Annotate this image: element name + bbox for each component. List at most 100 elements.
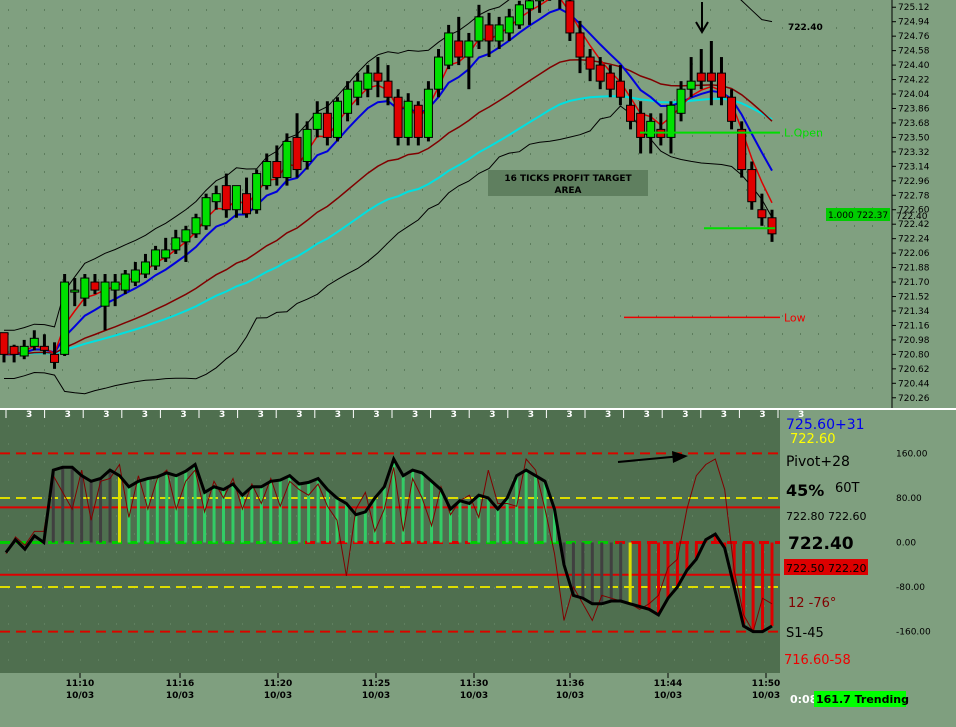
price-tick-label: 724.04: [898, 90, 930, 100]
candle-body: [757, 209, 767, 219]
candle-body: [171, 237, 181, 251]
price-tick-label: 722.60: [898, 206, 930, 216]
candle-body: [332, 100, 342, 138]
bar-count-label: 3: [296, 410, 302, 420]
histogram-bar: [458, 500, 462, 543]
candle-body: [423, 88, 433, 138]
histogram-bar: [732, 542, 736, 588]
indicator-tick-label: 160.00: [896, 449, 928, 459]
bar-count-label: 3: [451, 410, 457, 420]
candle-body: [504, 16, 514, 34]
histogram-bar: [609, 542, 613, 601]
candle-body: [130, 269, 140, 283]
candle-body: [90, 281, 100, 291]
dark-ma-line: [4, 59, 773, 356]
histogram-bar: [373, 497, 377, 543]
histogram-bar: [675, 542, 679, 588]
bar-count-label: 3: [682, 410, 688, 420]
candle-body: [363, 72, 373, 90]
histogram-bar: [685, 542, 689, 571]
candle-body: [666, 104, 676, 138]
profit-target-box: [488, 170, 648, 196]
histogram-bar: [524, 470, 528, 543]
right-arrow-icon: [672, 451, 688, 463]
candle-body: [80, 277, 90, 299]
bar-count-label: 3: [26, 410, 32, 420]
histogram-bar: [666, 542, 670, 599]
indicator-lines: [4, 455, 773, 634]
histogram-bar: [742, 542, 746, 627]
price-tick-label: 720.26: [898, 394, 930, 404]
red-price-badge: [784, 559, 868, 575]
date-tick-label: 10/03: [264, 691, 292, 701]
histogram-bar: [647, 542, 651, 610]
histogram-bar: [117, 475, 121, 543]
bar-count-label: 3: [65, 410, 71, 420]
histogram-bar: [571, 542, 575, 596]
histogram-bar: [307, 482, 311, 543]
histogram-bar: [155, 476, 159, 543]
candle-body: [231, 185, 241, 211]
histogram-bar: [638, 542, 642, 607]
candle-body: [403, 100, 413, 138]
time-tick-label: 11:10: [66, 679, 95, 689]
histogram-bar: [269, 481, 273, 543]
s1-label: S1-45: [786, 626, 824, 641]
histogram-bar: [552, 509, 556, 543]
trend-badge: [814, 691, 906, 707]
date-tick-label: 10/03: [66, 691, 94, 701]
candle-body: [393, 96, 403, 138]
last-price-label: 722.40: [788, 23, 823, 33]
price-tick-label: 722.06: [898, 249, 930, 259]
price-tick-label: 721.34: [898, 307, 930, 317]
histogram-bar: [316, 478, 320, 543]
histogram-bar: [590, 542, 594, 604]
histogram-bar: [165, 472, 169, 543]
histogram-bar: [70, 467, 74, 543]
histogram-bar: [288, 475, 292, 543]
date-tick-label: 10/03: [166, 691, 194, 701]
candle-body: [9, 345, 19, 355]
red-price-badge-text: 722.50 722.20: [786, 562, 866, 575]
candle-body: [646, 120, 656, 138]
histogram-bar: [363, 511, 367, 543]
candle-body: [353, 80, 363, 98]
candle-body: [373, 72, 383, 82]
candle-body: [737, 128, 747, 171]
histogram-bar: [628, 542, 632, 604]
candle-body: [444, 32, 454, 66]
date-tick-label: 10/03: [556, 691, 584, 701]
candle-body: [282, 140, 292, 179]
down-arrow-icon: [695, 21, 709, 34]
histogram-bar: [278, 480, 282, 543]
candle-body: [292, 136, 302, 171]
histogram-bar: [212, 486, 216, 543]
angle-label: 12 -76°: [788, 596, 836, 611]
position-badge: [826, 208, 890, 221]
histogram-bar: [486, 497, 490, 543]
histogram-bar: [392, 458, 396, 543]
indicator-tick-label: -80.00: [896, 583, 925, 593]
trend-badge-text: 161.7 Trending: [816, 693, 909, 706]
pair-label: 722.80 722.60: [786, 510, 866, 523]
candle-body: [0, 332, 9, 355]
histogram-bar: [515, 475, 519, 543]
price-tick-label: 720.62: [898, 365, 930, 375]
date-tick-label: 10/03: [460, 691, 488, 701]
date-tick-label: 10/03: [752, 691, 780, 701]
histogram-bar: [657, 542, 661, 615]
histogram-bar: [496, 509, 500, 543]
candle-body: [343, 88, 353, 114]
price-levels: L.Open Low: [624, 127, 823, 324]
upper-band-line: [4, 0, 773, 331]
candlesticks: [0, 0, 777, 369]
candle-body: [181, 229, 191, 243]
low-label: 716.60-58: [784, 653, 851, 668]
histogram-bar: [448, 509, 452, 543]
histogram-bar: [184, 471, 188, 543]
pivot-label: Pivot+28: [786, 454, 850, 470]
candle-body: [252, 173, 262, 211]
bar-count-label: 3: [373, 410, 379, 420]
time-x-axis: 11:10 10/03 11:16 10/03 11:20 10/03 11:25 10/03…: [66, 673, 780, 701]
